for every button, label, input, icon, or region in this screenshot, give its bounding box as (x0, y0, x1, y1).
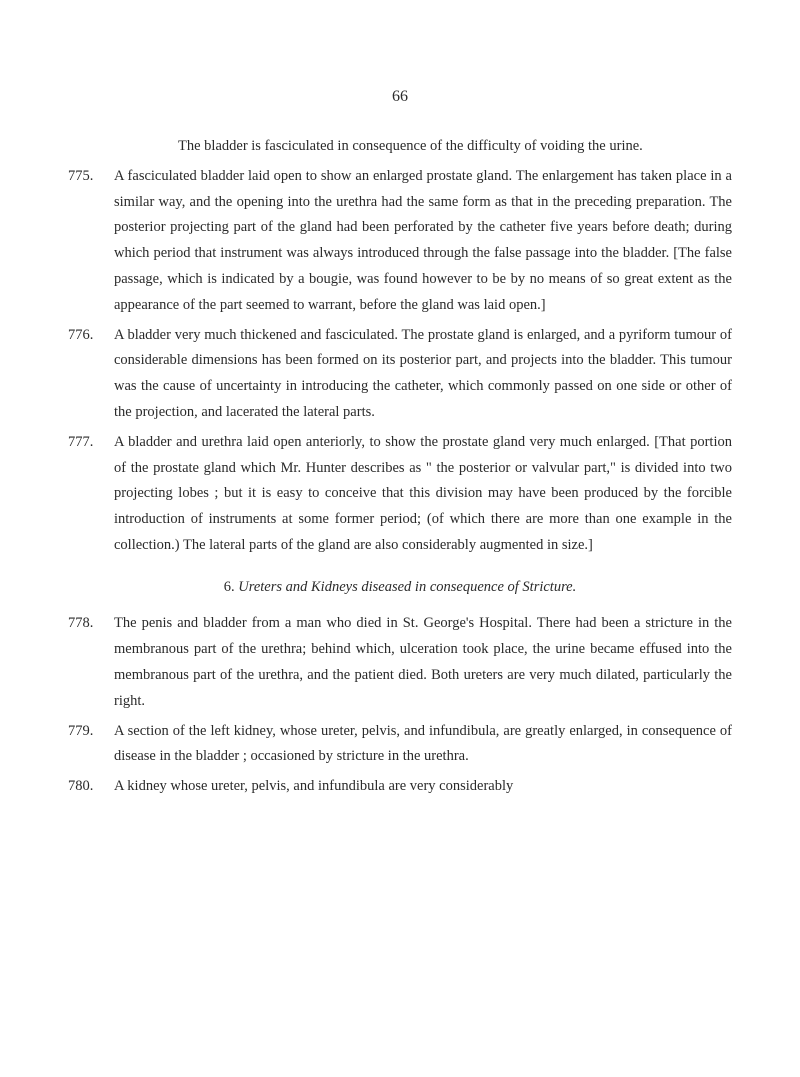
section-heading: 6. Ureters and Kidneys diseased in conse… (68, 575, 732, 600)
entry-text: A bladder and urethra laid open anterior… (114, 430, 732, 559)
entry-number: 776. (68, 323, 114, 426)
entry-776: 776. A bladder very much thickened and f… (68, 323, 732, 426)
entry-text: A kidney whose ureter, pelvis, and infun… (114, 774, 732, 800)
entry-number: 777. (68, 430, 114, 559)
page-number: 66 (68, 88, 732, 106)
entry-780: 780. A kidney whose ureter, pelvis, and … (68, 774, 732, 800)
entry-text: A bladder very much thickened and fascic… (114, 323, 732, 426)
entry-number: 779. (68, 719, 114, 771)
entry-number: 780. (68, 774, 114, 800)
entry-text: The penis and bladder from a man who die… (114, 611, 732, 714)
entry-778: 778. The penis and bladder from a man wh… (68, 611, 732, 714)
entry-text: A section of the left kidney, whose uret… (114, 719, 732, 771)
entry-continuation: The bladder is fasciculated in consequen… (68, 134, 732, 160)
section-title: Ureters and Kidneys diseased in conseque… (238, 579, 576, 595)
entry-text: A fasciculated bladder laid open to show… (114, 164, 732, 319)
entry-779: 779. A section of the left kidney, whose… (68, 719, 732, 771)
entry-775: 775. A fasciculated bladder laid open to… (68, 164, 732, 319)
section-number: 6. (224, 579, 239, 595)
entry-number: 775. (68, 164, 114, 319)
entry-number: 778. (68, 611, 114, 714)
entry-777: 777. A bladder and urethra laid open ant… (68, 430, 732, 559)
